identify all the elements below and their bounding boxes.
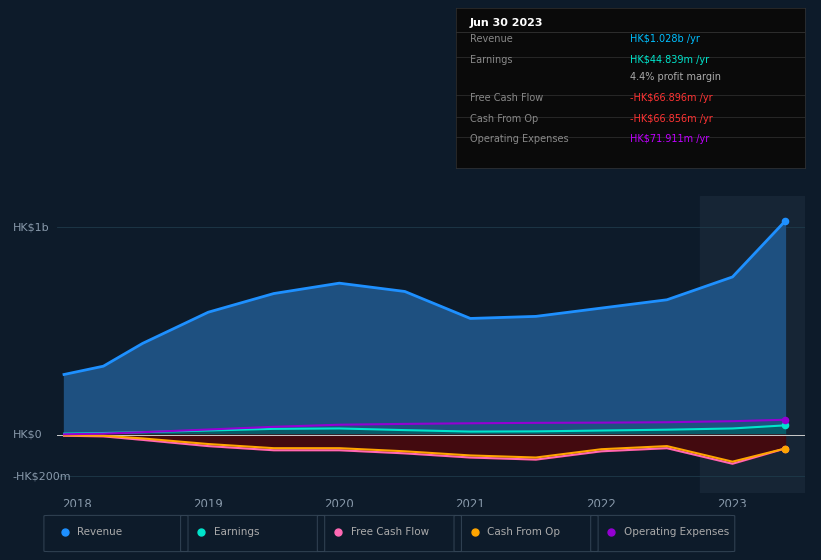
Text: -HK$200m: -HK$200m [12,471,71,481]
Point [778,421,791,430]
Text: Earnings: Earnings [213,527,259,537]
Text: Operating Expenses: Operating Expenses [470,134,568,144]
Text: Earnings: Earnings [470,55,512,65]
Text: Cash From Op: Cash From Op [488,527,560,537]
Text: Free Cash Flow: Free Cash Flow [351,527,429,537]
Text: Operating Expenses: Operating Expenses [624,527,729,537]
Text: Revenue: Revenue [77,527,122,537]
Text: HK$0: HK$0 [12,430,42,440]
Text: Jun 30 2023: Jun 30 2023 [470,18,544,28]
Text: 4.4% profit margin: 4.4% profit margin [631,72,721,82]
Bar [699,196,818,493]
Point [778,444,791,453]
Text: HK$71.911m /yr: HK$71.911m /yr [631,134,709,144]
Point [778,416,791,424]
Point [778,217,791,226]
Text: HK$1.028b /yr: HK$1.028b /yr [631,34,700,44]
Text: HK$1b: HK$1b [12,222,49,232]
Text: HK$44.839m /yr: HK$44.839m /yr [631,55,709,65]
Text: Revenue: Revenue [470,34,512,44]
Text: -HK$66.896m /yr: -HK$66.896m /yr [631,93,713,103]
Text: Cash From Op: Cash From Op [470,114,538,124]
Text: -HK$66.856m /yr: -HK$66.856m /yr [631,114,713,124]
Point [778,444,791,453]
Text: Free Cash Flow: Free Cash Flow [470,93,543,103]
